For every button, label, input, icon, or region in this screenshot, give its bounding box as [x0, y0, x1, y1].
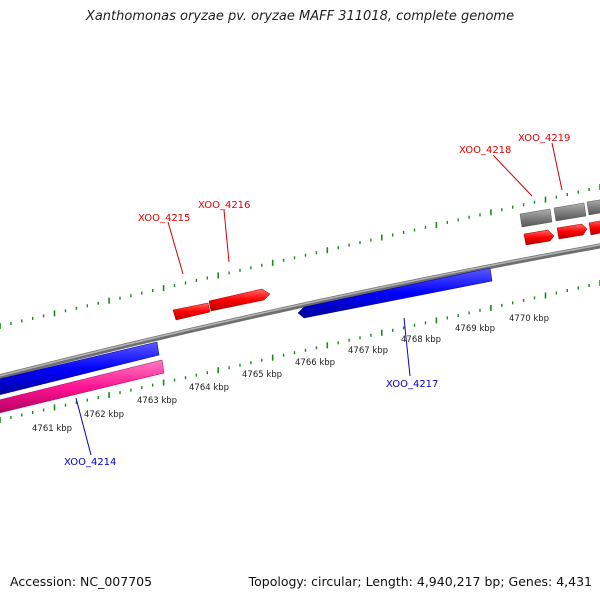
accession-text: Accession: NC_007705 [10, 574, 153, 589]
label-xoo-4217[interactable]: XOO_4217 [386, 379, 438, 390]
leader-xoo-4215 [167, 221, 184, 275]
scale-label: 4767 kbp [348, 346, 388, 356]
label-xoo-4215[interactable]: XOO_4215 [138, 213, 190, 224]
genome-backbone-line [0, 243, 600, 380]
grey-feature-right[interactable] [586, 199, 600, 216]
scale-label: 4768 kbp [401, 335, 441, 345]
reverse-tick-track [0, 280, 600, 423]
scale-label: 4763 kbp [137, 396, 177, 406]
label-xoo-4218[interactable]: XOO_4218 [459, 145, 511, 156]
gene-xoo-4216[interactable] [208, 288, 271, 312]
leader-xoo-4218 [492, 154, 533, 197]
scale-labels: 4761 kbp 4762 kbp 4763 kbp 4764 kbp 4765… [32, 314, 549, 434]
leader-xoo-4214 [75, 397, 92, 456]
label-xoo-4219[interactable]: XOO_4219 [518, 133, 570, 144]
leader-xoo-4219 [551, 142, 563, 191]
scale-label: 4766 kbp [295, 358, 335, 368]
scale-label: 4770 kbp [509, 314, 549, 324]
genome-summary-text: Topology: circular; Length: 4,940,217 bp… [248, 574, 592, 589]
gene-red-right[interactable] [588, 220, 600, 236]
gene-xoo-4218[interactable] [523, 229, 555, 246]
label-xoo-4214[interactable]: XOO_4214 [64, 457, 116, 468]
gene-xoo-4217[interactable] [297, 267, 493, 319]
gene-xoo-4215[interactable] [172, 302, 211, 321]
grey-feature-4219[interactable] [553, 202, 587, 222]
grey-feature-4218[interactable] [519, 208, 553, 228]
leader-xoo-4217 [403, 317, 411, 377]
leader-xoo-4216 [223, 209, 230, 263]
scale-label: 4762 kbp [84, 410, 124, 420]
scale-label: 4764 kbp [189, 383, 229, 393]
scale-label: 4765 kbp [242, 370, 282, 380]
genome-backbone-highlight [0, 244, 600, 377]
label-xoo-4216[interactable]: XOO_4216 [198, 200, 250, 211]
gene-xoo-4219[interactable] [556, 223, 588, 240]
forward-tick-track [0, 184, 600, 329]
scale-label: 4769 kbp [455, 324, 495, 334]
gene-magenta-band[interactable] [0, 359, 165, 414]
scale-label: 4761 kbp [32, 424, 72, 434]
gene-xoo-4214[interactable] [0, 341, 160, 396]
map-title: Xanthomonas oryzae pv. oryzae MAFF 31101… [85, 9, 515, 24]
